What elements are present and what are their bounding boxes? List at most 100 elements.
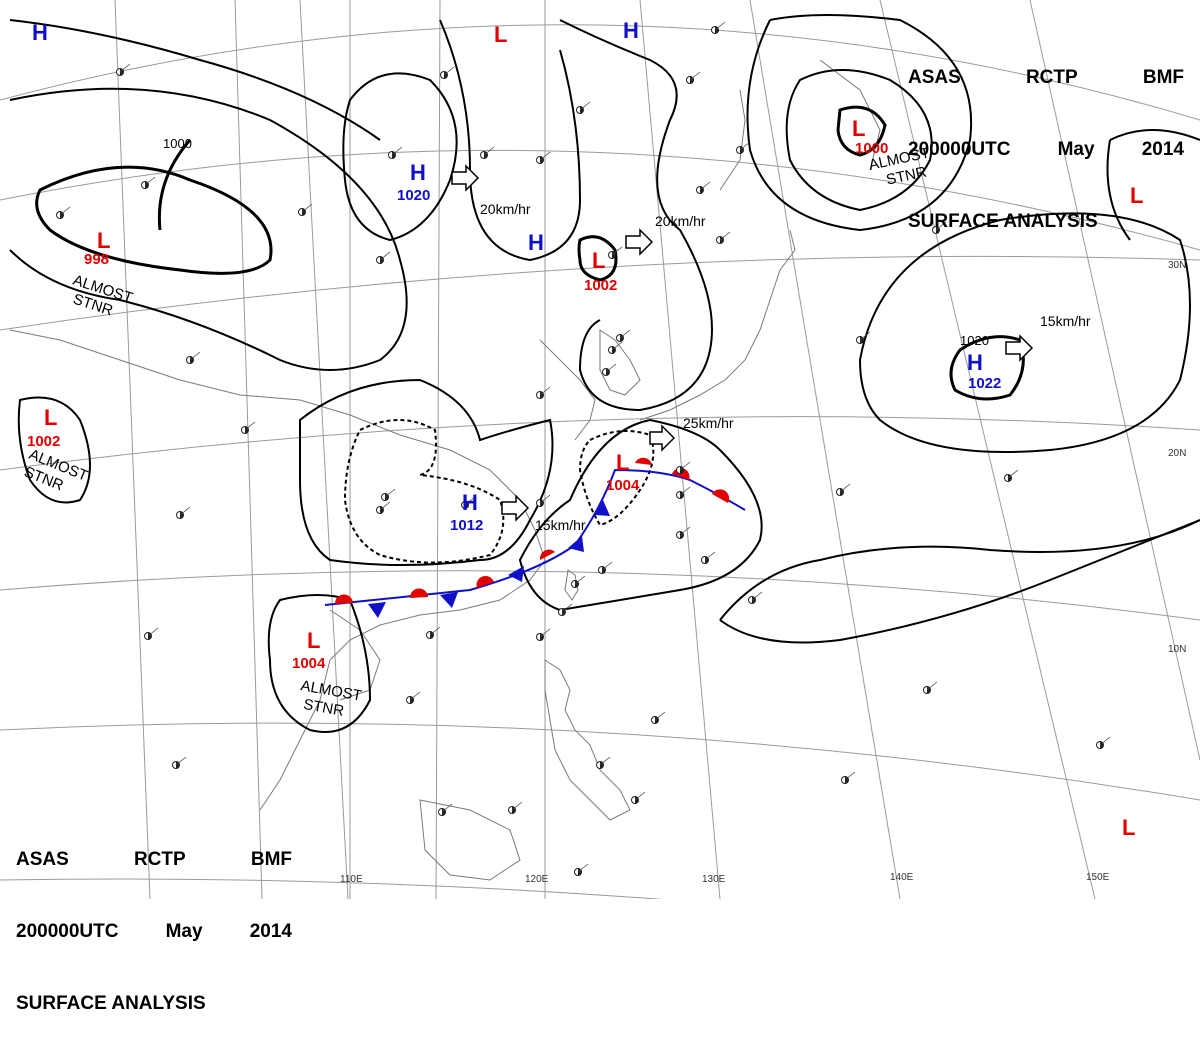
longitude-gridlines (114, 0, 1200, 899)
high-center-symbol: H (528, 230, 544, 255)
longitude-label: 130E (702, 874, 726, 885)
station-wind-barb (926, 681, 938, 691)
low-center-value: 1002 (27, 433, 60, 450)
station-wind-barb (605, 363, 617, 373)
isobar-labels: 1000 1020 (163, 136, 989, 348)
latitude-gridlines (0, 24, 1200, 899)
header-bmf: BMF (250, 849, 292, 870)
header-area-code: ASAS (16, 849, 69, 870)
station-wind-barb (147, 627, 159, 637)
low-center-symbol: L (44, 405, 57, 430)
longitude-label: 110E (340, 874, 363, 885)
low-center-symbol: L (1122, 815, 1135, 840)
station-wind-barb (441, 803, 453, 813)
header-time: 200000UTC (908, 139, 1011, 160)
station-wind-barb (301, 203, 313, 213)
low-center-symbol: L (852, 116, 865, 141)
station-wind-barb (689, 71, 701, 81)
station-wind-barb (859, 331, 871, 341)
station-wind-barb (579, 101, 591, 111)
movement-labels: 20km/hr 20km/hr 15km/hr 25km/hr 15km/hr (480, 201, 1091, 533)
station-wind-barb (714, 21, 726, 31)
station-wind-barb (634, 791, 646, 801)
move-arrow-2 (625, 228, 654, 256)
move-arrow-3 (1005, 334, 1034, 362)
dashed-isobars (343, 419, 655, 564)
movement-speed: 25km/hr (683, 415, 734, 431)
header-time: 200000UTC (16, 921, 119, 942)
low-center-symbol: L (97, 228, 110, 253)
longitude-label: 140E (890, 872, 914, 883)
station-wind-barb (719, 231, 731, 241)
header-title: SURFACE ANALYSIS (908, 211, 1098, 232)
chart-header-bottom-left: ASAS RCTP BMF 200000UTC May 2014 SURFACE… (16, 800, 292, 1040)
header-station-code: RCTP (1025, 67, 1078, 88)
station-wind-barb (539, 151, 551, 161)
movement-arrows (451, 164, 1034, 522)
move-arrow-1 (451, 164, 480, 192)
low-center-value: 1002 (584, 277, 617, 294)
station-wind-barb (429, 626, 441, 636)
station-wind-barb (679, 526, 691, 536)
low-center-value: 1004 (292, 655, 326, 672)
isobar-label: 1000 (163, 136, 192, 151)
low-center-symbol: L (616, 450, 629, 475)
station-wind-barb (619, 329, 631, 339)
station-wind-barb (611, 246, 623, 256)
station-wind-barb (391, 146, 403, 156)
movement-speed: 20km/hr (480, 201, 531, 217)
station-wind-barb (751, 591, 763, 601)
pressure-centers: H H 1020 H H H 1022 H 1012 L L 998 L 100… (27, 18, 1143, 840)
header-year: 2014 (249, 921, 292, 942)
station-wind-barb (839, 483, 851, 493)
latitude-label: 20N (1168, 448, 1186, 459)
station-wind-barb (574, 575, 586, 585)
station-wind-barb (464, 496, 476, 506)
station-wind-barb (443, 66, 455, 76)
low-center-value: 1004 (606, 477, 640, 494)
movement-speed: 20km/hr (655, 213, 706, 229)
low-center-value: 998 (84, 251, 109, 268)
move-arrow-5 (501, 494, 530, 522)
high-center-value: 1022 (968, 375, 1001, 392)
station-wind-barb (539, 628, 551, 638)
low-center-symbol: L (494, 22, 507, 47)
latitude-label: 30N (1168, 260, 1186, 271)
station-wind-barb (175, 756, 187, 766)
annotation-stnr: STNR (302, 696, 345, 720)
station-wind-barb (244, 421, 256, 431)
station-wind-barb (539, 494, 551, 504)
high-center-symbol: H (462, 490, 478, 515)
station-wind-barb (935, 221, 947, 231)
header-year: 2014 (1141, 139, 1184, 160)
high-center-symbol: H (32, 20, 48, 45)
station-wind-barb (561, 603, 573, 613)
station-wind-barb (679, 461, 691, 471)
low-center-symbol: L (307, 628, 320, 653)
station-wind-barb (679, 486, 691, 496)
station-wind-barb (599, 756, 611, 766)
graticule-labels: 110E 120E 130E 140E 150E 30N 20N 10N (340, 260, 1186, 885)
station-wind-barb (189, 351, 201, 361)
high-center-symbol: H (967, 350, 983, 375)
movement-speed: 15km/hr (535, 517, 586, 533)
station-wind-barb (601, 561, 613, 571)
station-wind-barb (654, 711, 666, 721)
coastlines (9, 59, 881, 881)
high-center-value: 1020 (397, 187, 430, 204)
station-wind-barb (704, 551, 716, 561)
station-wind-barb (577, 863, 589, 873)
station-wind-barb (179, 506, 191, 516)
low-center-symbol: L (592, 248, 605, 273)
warm-front-symbols (334, 457, 730, 604)
station-wind-barb (739, 141, 751, 151)
longitude-label: 150E (1086, 872, 1110, 883)
frontal-line (324, 468, 746, 606)
station-wind-barb (379, 251, 391, 261)
station-wind-barb (539, 386, 551, 396)
station-wind-barb (511, 801, 523, 811)
chart-header-top-right: ASAS RCTP BMF 200000UTC May 2014 SURFACE… (908, 18, 1184, 258)
station-wind-barb (379, 501, 391, 511)
fronts (324, 457, 746, 618)
station-wind-barb (119, 63, 131, 73)
